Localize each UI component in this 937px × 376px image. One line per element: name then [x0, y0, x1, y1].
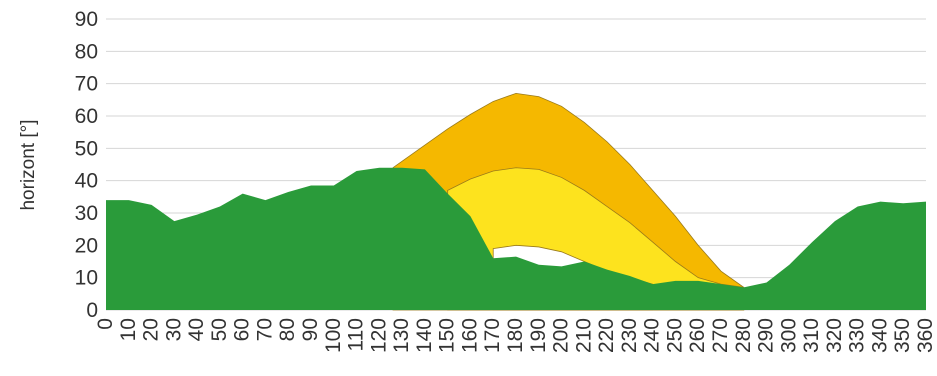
x-tick-label: 350 — [891, 318, 914, 353]
x-tick-label: 60 — [231, 318, 254, 341]
x-tick-label: 80 — [276, 318, 299, 341]
x-tick-label: 270 — [709, 318, 732, 353]
x-tick-label: 280 — [732, 318, 755, 353]
y-tick-label: 40 — [75, 170, 98, 193]
x-tick-label: 300 — [777, 318, 800, 353]
y-tick-label: 70 — [75, 73, 98, 96]
x-tick-label: 240 — [641, 318, 664, 353]
x-tick-label: 50 — [208, 318, 231, 341]
x-tick-label: 70 — [253, 318, 276, 341]
y-tick-label: 30 — [75, 202, 98, 225]
y-tick-label: 20 — [75, 234, 98, 257]
y-tick-label: 0 — [86, 299, 98, 322]
x-tick-label: 180 — [504, 318, 527, 353]
x-tick-label: 360 — [914, 318, 937, 353]
x-tick-label: 250 — [663, 318, 686, 353]
x-tick-label: 330 — [846, 318, 869, 353]
x-tick-label: 120 — [367, 318, 390, 353]
x-tick-label: 30 — [162, 318, 185, 341]
y-tick-label: 50 — [75, 137, 98, 160]
x-tick-label: 10 — [117, 318, 140, 341]
x-tick-label: 100 — [322, 318, 345, 353]
y-tick-label: 80 — [75, 40, 98, 63]
x-tick-label: 340 — [868, 318, 891, 353]
x-tick-label: 20 — [140, 318, 163, 341]
x-tick-label: 290 — [755, 318, 778, 353]
x-tick-label: 310 — [800, 318, 823, 353]
x-tick-label: 260 — [686, 318, 709, 353]
x-tick-label: 40 — [185, 318, 208, 341]
x-tick-label: 200 — [550, 318, 573, 353]
x-tick-label: 320 — [823, 318, 846, 353]
x-tick-label: 170 — [481, 318, 504, 353]
plot-area — [106, 92, 926, 311]
x-tick-label: 160 — [458, 318, 481, 353]
x-tick-label: 210 — [572, 318, 595, 353]
x-tick-label: 140 — [413, 318, 436, 353]
x-tick-label: 110 — [345, 318, 368, 351]
x-tick-label: 230 — [618, 318, 641, 353]
y-tick-label: 10 — [75, 267, 98, 290]
x-tick-label: 90 — [299, 318, 322, 341]
x-tick-label: 220 — [595, 318, 618, 353]
x-tick-label: 190 — [527, 318, 550, 353]
x-tick-label: 0 — [94, 318, 117, 330]
x-tick-label: 130 — [390, 318, 413, 353]
x-axis-ticks: 0 10 20 30 40 50 60 70 80 90 100 110 120 130 140 150 160… — [94, 318, 937, 353]
y-axis-ticks: 0 10 20 30 40 50 60 70 80 90 — [75, 8, 98, 322]
y-tick-label: 90 — [75, 8, 98, 31]
y-axis-label: horizont [°] — [18, 119, 39, 210]
x-tick-label: 150 — [436, 318, 459, 353]
y-tick-label: 60 — [75, 105, 98, 128]
horizon-area — [106, 167, 926, 310]
